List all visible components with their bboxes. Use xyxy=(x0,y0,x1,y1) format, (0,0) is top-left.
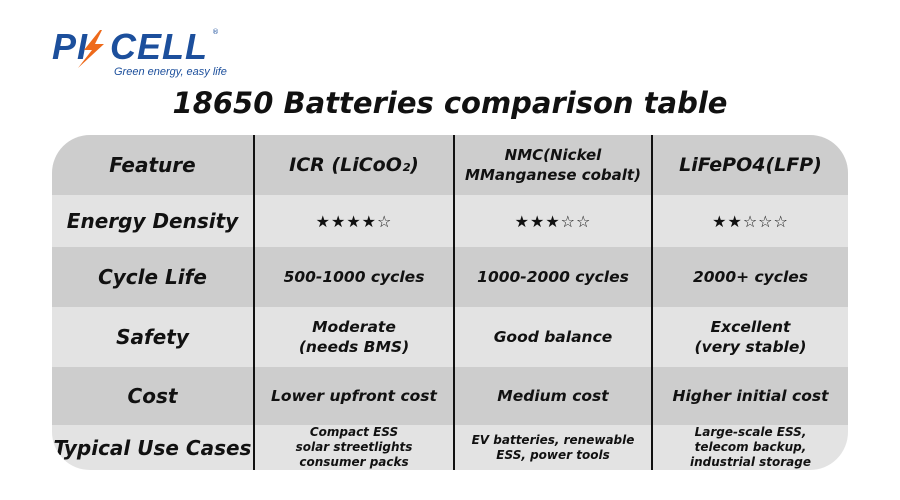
feature-label: Safety xyxy=(116,325,189,349)
table-row: Safety Moderate (needs BMS) Good balance… xyxy=(52,307,848,367)
feature-label: Energy Density xyxy=(66,209,239,233)
table-cell: Excellent (very stable) xyxy=(651,307,848,367)
feature-label: Cost xyxy=(127,384,178,408)
table-cell: EV batteries, renewable ESS, power tools xyxy=(453,425,651,470)
table-row: Cycle Life 500-1000 cycles 1000-2000 cyc… xyxy=(52,247,848,307)
table-row: Typical Use Cases Compact ESS solar stre… xyxy=(52,425,848,470)
lightning-bolt-icon xyxy=(78,30,104,68)
header-feature: Feature xyxy=(109,153,196,177)
table-row: Cost Lower upfront cost Medium cost High… xyxy=(52,367,848,425)
table-cell: Compact ESS solar streetlights consumer … xyxy=(253,425,453,470)
table-cell: Moderate (needs BMS) xyxy=(253,307,453,367)
logo-wordmark: PI CELL xyxy=(52,26,209,67)
header-nmc: NMC(Nickel MManganese cobalt) xyxy=(453,135,651,195)
rating-stars: ★★★☆☆ xyxy=(453,195,651,247)
table-cell: Medium cost xyxy=(453,367,651,425)
comparison-table: Feature ICR (LiCoO₂) NMC(Nickel MMangane… xyxy=(52,135,848,470)
registered-mark: ® xyxy=(212,28,219,36)
pkcell-logo: PI CELL ® Green energy, easy life xyxy=(52,26,227,82)
table-cell: 2000+ cycles xyxy=(651,247,848,307)
feature-label: Typical Use Cases xyxy=(53,435,252,460)
table-header-row: Feature ICR (LiCoO₂) NMC(Nickel MMangane… xyxy=(52,135,848,195)
table-cell: Good balance xyxy=(453,307,651,367)
table-row: Energy Density ★★★★☆ ★★★☆☆ ★★☆☆☆ xyxy=(52,195,848,247)
rating-stars: ★★★★☆ xyxy=(253,195,453,247)
table-cell: 1000-2000 cycles xyxy=(453,247,651,307)
table-cell: 500-1000 cycles xyxy=(253,247,453,307)
table-cell: Large-scale ESS, telecom backup, industr… xyxy=(651,425,848,470)
table-cell: Higher initial cost xyxy=(651,367,848,425)
header-lfp: LiFePO4(LFP) xyxy=(651,135,848,195)
table-cell: Lower upfront cost xyxy=(253,367,453,425)
page-title: 18650 Batteries comparison table xyxy=(172,86,728,120)
feature-label: Cycle Life xyxy=(98,265,207,289)
logo-tagline: Green energy, easy life xyxy=(114,66,227,78)
header-icr: ICR (LiCoO₂) xyxy=(253,135,453,195)
rating-stars: ★★☆☆☆ xyxy=(651,195,848,247)
